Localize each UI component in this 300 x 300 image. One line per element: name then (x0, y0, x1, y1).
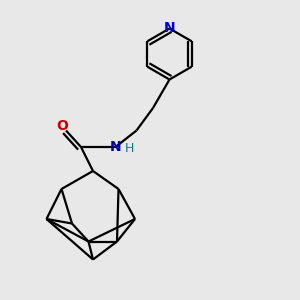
Text: O: O (56, 119, 68, 133)
Text: H: H (125, 142, 135, 155)
Text: N: N (164, 22, 175, 35)
Text: N: N (110, 140, 121, 154)
